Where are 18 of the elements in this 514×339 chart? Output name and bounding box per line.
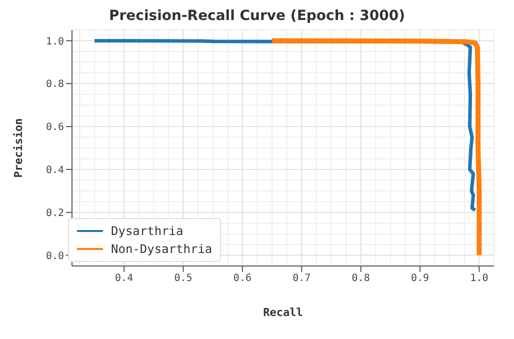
y-tick-label: 0.0: [46, 250, 64, 262]
legend-label: Dysarthria: [111, 223, 184, 240]
x-tick-label: 0.9: [410, 273, 430, 284]
x-tick-label: 0.8: [352, 273, 370, 284]
x-tick-label: 0.7: [292, 273, 311, 284]
y-tick-label: 0.6: [46, 122, 64, 134]
x-tick-label: 0.6: [233, 273, 252, 284]
legend-label: Non-Dysarthria: [111, 241, 212, 258]
x-tick-label: 0.4: [115, 273, 134, 284]
x-tick-label: 1.0: [470, 273, 488, 284]
y-tick-label: 0.4: [46, 165, 64, 176]
y-tick-label: 0.8: [46, 79, 64, 90]
y-tick-label: 0.2: [46, 208, 64, 219]
x-tick-label: 0.5: [174, 273, 192, 284]
y-tick-label: 1.0: [46, 36, 64, 48]
x-axis-title: Recall: [263, 306, 303, 319]
y-axis-title: Precision: [12, 118, 25, 178]
chart-title: Precision-Recall Curve (Epoch : 3000): [108, 8, 406, 24]
